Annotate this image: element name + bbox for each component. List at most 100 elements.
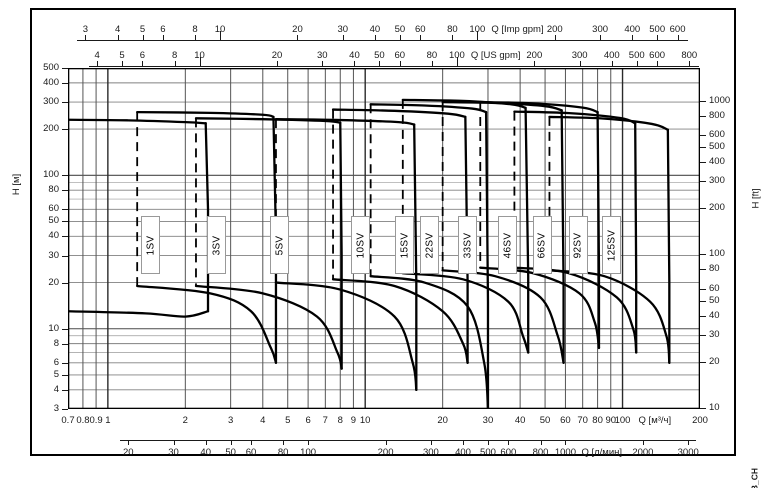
- model-label-5sv: 5SV: [270, 216, 290, 274]
- axis-tick: [62, 362, 68, 364]
- axis-tick: [600, 35, 602, 40]
- axis-tick: [477, 31, 479, 40]
- axis-tick-label: 800: [532, 447, 549, 458]
- axis-tick-label: 5: [285, 415, 291, 426]
- axis-tick-label: 4: [260, 415, 266, 426]
- axis-tick-label: 10: [214, 24, 226, 35]
- axis-tick: [195, 35, 197, 40]
- axis-tick-label: 70: [577, 415, 588, 426]
- axis-tick: [700, 162, 706, 164]
- axis-tick: [374, 35, 376, 40]
- envelope-5SV: [194, 117, 343, 370]
- axis-tick-label: 5: [53, 368, 59, 380]
- axis-tick-label: 200: [43, 123, 59, 135]
- axis-tick-label: 80: [592, 415, 603, 426]
- axis-tick: [62, 389, 68, 391]
- top-axis-2-title: Q [US gpm]: [470, 50, 521, 61]
- bottom-axis-2-line: [120, 440, 697, 441]
- axis-tick-label: 6: [160, 24, 166, 35]
- axis-tick-label: 1000: [709, 94, 731, 106]
- axis-tick-label: 3: [82, 24, 89, 35]
- axis-tick-label: 300: [592, 24, 609, 35]
- axis-tick: [487, 440, 489, 445]
- axis-tick-label: 40: [709, 309, 720, 321]
- axis-tick: [62, 255, 68, 257]
- axis-tick-label: 60: [394, 50, 406, 61]
- axis-tick: [354, 61, 356, 66]
- model-label-text: 46SV: [501, 232, 513, 258]
- axis-tick: [700, 135, 706, 137]
- axis-tick-label: 8: [192, 24, 198, 35]
- axis-tick-label: 80: [447, 24, 458, 35]
- model-label-text: 5SV: [274, 235, 286, 255]
- axis-tick-label: 60: [709, 282, 720, 294]
- axis-tick: [700, 115, 706, 117]
- axis-tick-label: 800: [709, 109, 725, 121]
- axis-tick: [277, 61, 278, 66]
- axis-tick-label: 10: [194, 50, 205, 61]
- axis-tick: [554, 35, 556, 40]
- left-axis-title: H [м]: [11, 173, 23, 195]
- model-label-92sv: 92SV: [568, 216, 588, 274]
- axis-tick-label: 20: [437, 415, 448, 426]
- model-envelopes: [68, 98, 671, 409]
- axis-tick: [632, 35, 634, 40]
- axis-tick: [62, 82, 68, 84]
- bottom-axis-2-title: Q [л/мин]: [581, 447, 623, 458]
- axis-tick: [62, 409, 68, 410]
- axis-tick: [342, 35, 344, 40]
- axis-tick: [657, 61, 659, 66]
- axis-tick-label: 5: [119, 50, 125, 61]
- axis-tick: [700, 315, 706, 317]
- model-label-66sv: 66SV: [532, 216, 552, 274]
- axis-tick: [534, 61, 536, 66]
- axis-tick-label: 30: [709, 328, 720, 340]
- axis-tick-label: 2: [182, 415, 188, 426]
- axis-tick-label: 1: [105, 415, 111, 426]
- model-label-text: 92SV: [572, 232, 584, 258]
- axis-tick-label: 100: [469, 24, 486, 35]
- bottom-axis-1-title: Q [м³/ч]: [638, 415, 672, 426]
- axis-tick: [62, 328, 68, 330]
- axis-tick-label: 600: [669, 24, 686, 35]
- axis-tick: [128, 440, 130, 445]
- model-label-46sv: 46SV: [497, 216, 517, 274]
- axis-tick: [700, 288, 706, 290]
- axis-tick-label: 50: [709, 294, 720, 306]
- axis-tick-label: 500: [480, 447, 496, 458]
- axis-tick-label: 500: [649, 24, 666, 35]
- axis-tick: [85, 35, 87, 40]
- axis-tick-label: 10: [48, 322, 59, 334]
- axis-tick-label: 200: [546, 24, 563, 35]
- axis-tick-label: 300: [43, 96, 59, 108]
- model-label-text: 1SV: [145, 235, 157, 255]
- model-label-33sv: 33SV: [457, 216, 477, 274]
- axis-tick: [62, 209, 68, 211]
- axis-tick-label: 60: [414, 24, 426, 35]
- axis-tick-label: 100: [43, 169, 59, 181]
- right-axis-title: H [ft]: [750, 188, 762, 209]
- axis-tick: [142, 61, 144, 66]
- axis-tick-label: 500: [628, 50, 645, 61]
- axis-tick: [220, 31, 221, 40]
- axis-tick-label: 200: [692, 415, 708, 426]
- axis-tick-label: 80: [426, 50, 438, 61]
- axis-tick-label: 30: [317, 50, 328, 61]
- axis-tick: [399, 61, 401, 66]
- axis-tick-label: 20: [292, 24, 303, 35]
- model-label-3sv: 3SV: [207, 216, 227, 274]
- axis-tick-label: 300: [422, 447, 439, 458]
- axis-tick-label: 400: [455, 447, 471, 458]
- model-label-1sv: 1SV: [141, 216, 161, 274]
- axis-tick: [117, 35, 119, 40]
- axis-tick: [308, 440, 310, 445]
- model-label-text: 33SV: [461, 232, 473, 258]
- axis-tick-label: 0.9: [89, 415, 103, 426]
- axis-tick-label: 20: [122, 447, 134, 458]
- axis-tick-label: 30: [482, 415, 494, 426]
- envelope-22SV: [369, 103, 490, 409]
- axis-tick-label: 80: [277, 447, 289, 458]
- axis-tick-label: 50: [539, 415, 551, 426]
- axis-tick-label: 100: [300, 447, 317, 458]
